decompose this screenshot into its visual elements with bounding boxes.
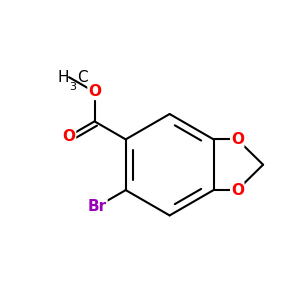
Text: Br: Br	[88, 199, 107, 214]
Text: O: O	[88, 84, 101, 99]
Text: C: C	[77, 70, 88, 85]
Text: 3: 3	[69, 82, 76, 92]
Text: H: H	[58, 70, 69, 85]
Text: O: O	[231, 183, 244, 198]
Text: O: O	[231, 132, 244, 147]
Text: O: O	[62, 129, 76, 144]
